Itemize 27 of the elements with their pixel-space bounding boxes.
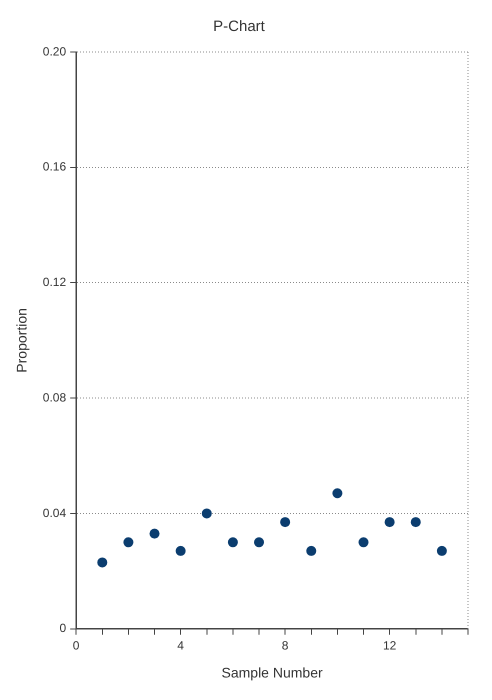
y-tick-label: 0 bbox=[59, 621, 66, 636]
point bbox=[436, 546, 447, 556]
point bbox=[332, 488, 342, 498]
y-tick-label: 0.12 bbox=[42, 275, 66, 290]
x-tick-label: 0 bbox=[72, 638, 80, 652]
point bbox=[254, 537, 264, 548]
point bbox=[202, 508, 212, 518]
x-tick-label: 12 bbox=[382, 638, 397, 652]
point bbox=[123, 537, 134, 548]
point bbox=[306, 546, 316, 556]
x-axis-title: Sample Number bbox=[222, 664, 323, 680]
point bbox=[358, 537, 369, 548]
y-tick-label: 0.16 bbox=[42, 160, 66, 174]
y-tick-label: 0.08 bbox=[42, 390, 66, 404]
chart-title: P-Chart bbox=[213, 18, 266, 36]
point bbox=[97, 557, 108, 568]
point bbox=[410, 517, 421, 528]
x-tick-label: 4 bbox=[177, 638, 184, 652]
point bbox=[384, 517, 395, 528]
y-tick-label: 0.20 bbox=[42, 44, 66, 58]
point bbox=[280, 517, 290, 528]
point bbox=[228, 537, 238, 548]
point bbox=[150, 528, 160, 539]
y-tick-label: 0.04 bbox=[42, 506, 66, 520]
y-axis-title: Proportion bbox=[13, 308, 30, 373]
point bbox=[176, 546, 186, 556]
x-tick-label: 8 bbox=[282, 638, 289, 652]
